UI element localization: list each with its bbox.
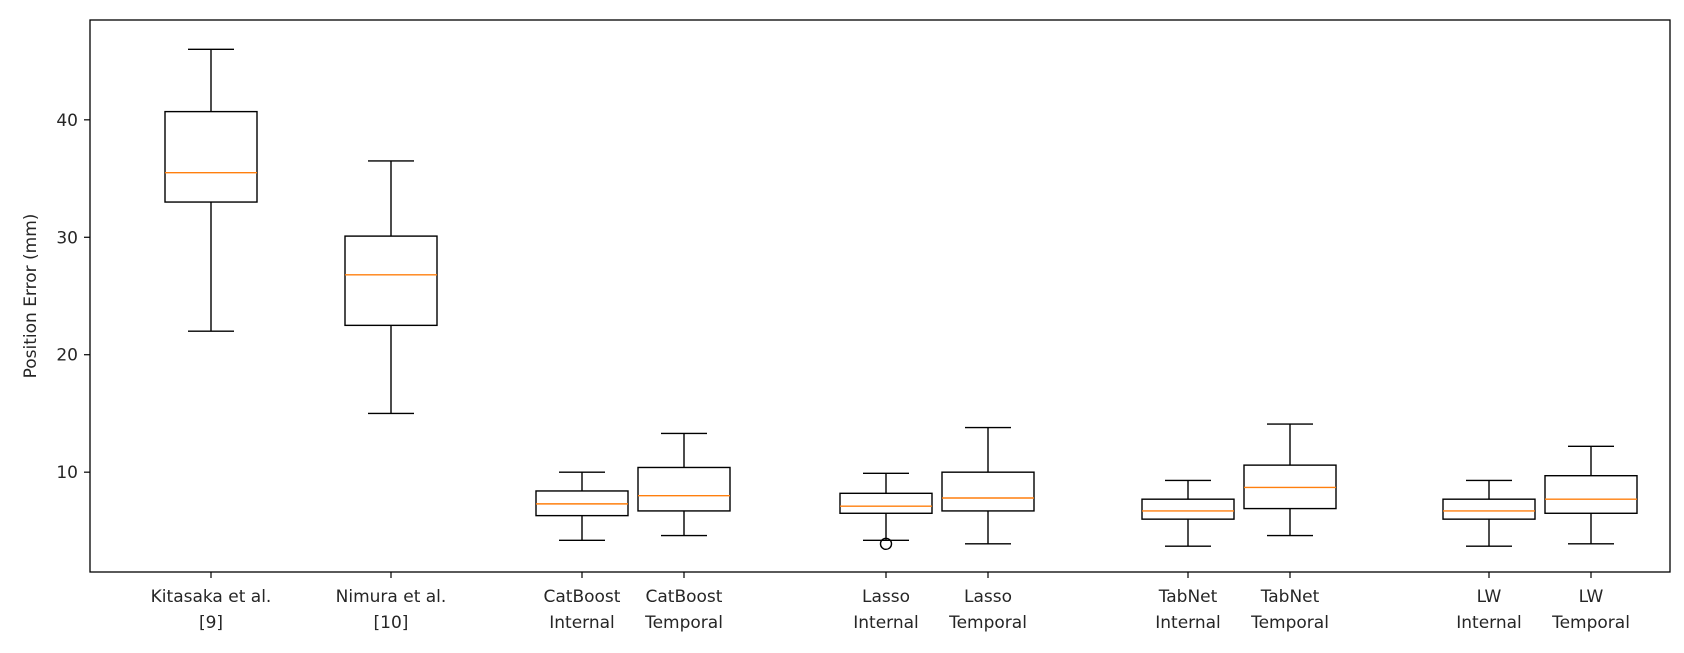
x-tick-label: [10] [374, 613, 409, 633]
iqr-box [839, 492, 933, 514]
x-tick-label: Lasso [862, 587, 910, 607]
x-tick-label: Internal [853, 613, 919, 633]
x-tick-label: Internal [549, 613, 615, 633]
x-tick-label: Temporal [644, 613, 723, 633]
iqr-box [941, 471, 1035, 512]
x-tick-label: LW [1579, 587, 1604, 607]
box-9 [1544, 445, 1638, 545]
x-tick-label: Kitasaka et al. [151, 587, 272, 607]
y-tick-label: 10 [56, 463, 78, 483]
y-axis: 10 20 30 40 [56, 111, 90, 483]
x-tick-label: Temporal [948, 613, 1027, 633]
x-tick-label: Internal [1456, 613, 1522, 633]
box-5 [941, 426, 1035, 545]
iqr-box [1544, 474, 1638, 514]
box-2 [535, 471, 629, 541]
iqr-box [1141, 498, 1235, 520]
box-3 [637, 432, 731, 537]
x-axis: Kitasaka et al. [9] Nimura et al. [10] CatBo… [151, 572, 1630, 633]
iqr-box [1442, 498, 1536, 520]
x-tick-label: Temporal [1250, 613, 1329, 633]
plot-area [89, 19, 1671, 573]
y-axis-label: Position Error (mm) [21, 214, 41, 379]
iqr-box [164, 110, 258, 203]
iqr-box [344, 235, 438, 327]
y-tick-label: 30 [56, 228, 78, 248]
box-7 [1243, 423, 1337, 537]
box-8 [1442, 479, 1536, 547]
plot-frame [89, 19, 1671, 573]
x-tick-label: Internal [1155, 613, 1221, 633]
x-tick-label: CatBoost [544, 587, 621, 607]
x-tick-label: TabNet [1260, 587, 1320, 607]
outlier-point [879, 537, 893, 551]
x-tick-label: TabNet [1158, 587, 1218, 607]
box-1 [344, 160, 438, 415]
box-6 [1141, 479, 1235, 547]
box-4 [839, 472, 933, 551]
x-tick-label: Nimura et al. [336, 587, 447, 607]
box-0 [164, 48, 258, 332]
y-tick-label: 40 [56, 111, 78, 131]
x-tick-label: LW [1477, 587, 1502, 607]
x-tick-label: CatBoost [646, 587, 723, 607]
iqr-box [637, 466, 731, 512]
x-tick-label: Lasso [964, 587, 1012, 607]
y-tick-label: 20 [56, 346, 78, 366]
x-tick-label: Temporal [1551, 613, 1630, 633]
x-tick-label: [9] [199, 613, 223, 633]
